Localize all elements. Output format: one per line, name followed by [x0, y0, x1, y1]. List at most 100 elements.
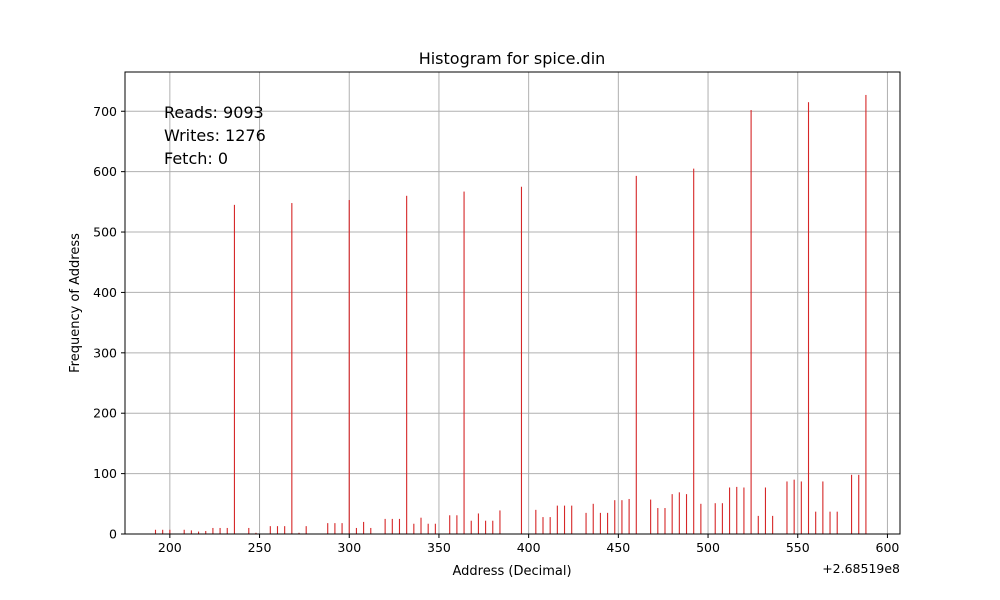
histogram-bar	[650, 499, 652, 534]
histogram-bar	[305, 526, 307, 534]
histogram-bar	[334, 523, 336, 534]
histogram-bar	[729, 487, 731, 534]
histogram-bar	[628, 498, 630, 534]
histogram-bar	[743, 487, 745, 534]
y-tick-label: 200	[93, 406, 117, 421]
histogram-bar	[205, 530, 207, 534]
histogram-bar	[793, 479, 795, 534]
histogram-bar	[456, 515, 458, 534]
histogram-bar	[520, 186, 523, 534]
histogram-bar	[664, 508, 666, 534]
histogram-bar	[463, 191, 465, 534]
histogram-bar	[829, 511, 831, 534]
y-tick-label: 400	[93, 285, 117, 300]
histogram-bar	[477, 513, 479, 534]
histogram-bar	[341, 523, 343, 534]
histogram-bar	[657, 508, 659, 534]
histogram-bar	[427, 523, 429, 534]
histogram-bar	[764, 487, 767, 534]
histogram-bar	[736, 486, 738, 534]
fetch-annotation: Fetch: 0	[164, 149, 228, 168]
writes-annotation: Writes: 1276	[164, 126, 266, 145]
histogram-bar	[327, 523, 329, 534]
histogram-bar	[499, 510, 501, 534]
histogram-bar	[621, 500, 623, 534]
histogram-bar	[556, 505, 558, 534]
histogram-bar	[420, 517, 422, 534]
histogram-bar	[772, 515, 774, 534]
histogram-bar	[291, 203, 293, 535]
x-tick-label: 200	[158, 540, 182, 555]
x-tick-label: 300	[337, 540, 361, 555]
histogram-bar	[750, 110, 752, 534]
histogram-bar	[269, 526, 271, 534]
histogram-bar	[757, 515, 759, 534]
histogram-bar	[470, 520, 472, 534]
x-tick-label: 250	[248, 540, 272, 555]
histogram-bar	[822, 481, 824, 534]
reads-annotation: Reads: 9093	[164, 103, 264, 122]
histogram-bar	[398, 518, 401, 534]
histogram-bar	[614, 500, 616, 534]
histogram-bar	[154, 529, 157, 534]
histogram-bar	[693, 168, 695, 535]
histogram-bar	[807, 102, 810, 534]
chart-title: Histogram for spice.din	[419, 49, 606, 68]
y-tick-label: 600	[93, 164, 117, 179]
histogram-bar	[162, 529, 164, 534]
histogram-bar	[276, 526, 279, 534]
histogram-bar	[542, 517, 544, 534]
histogram-bar	[678, 492, 680, 534]
histogram-bar	[563, 505, 566, 534]
histogram-bar	[815, 511, 817, 534]
histogram-bar	[406, 195, 408, 534]
histogram-bar	[485, 520, 487, 534]
histogram-bar	[226, 527, 228, 534]
bars	[154, 94, 867, 535]
histogram-bar	[592, 503, 594, 534]
histogram-bar	[384, 518, 386, 534]
x-tick-label: 600	[876, 540, 900, 555]
histogram-bar	[635, 175, 637, 534]
x-tick-label: 400	[517, 540, 541, 555]
histogram-bar	[571, 505, 573, 534]
y-tick-label: 300	[93, 345, 117, 360]
histogram-bar	[413, 523, 415, 534]
x-axis-offset-text: +2.68519e8	[822, 561, 900, 576]
histogram-bar	[169, 529, 171, 534]
histogram-bar	[248, 527, 250, 534]
x-tick-label: 500	[696, 540, 720, 555]
histogram-bar	[198, 531, 200, 534]
histogram-bar	[607, 512, 609, 534]
y-axis-label: Frequency of Address	[68, 233, 83, 373]
histogram-bar	[858, 474, 860, 534]
histogram-bar	[800, 481, 802, 534]
histogram-bar	[219, 527, 221, 534]
histogram-bar	[434, 523, 436, 534]
histogram-bar	[190, 530, 192, 534]
histogram-bar	[851, 474, 853, 534]
x-axis-label: Address (Decimal)	[452, 564, 571, 579]
axis-ticks: 200 250 300 350 400 450 500 550 600 0 100 200 300 400…	[93, 104, 899, 555]
y-tick-label: 0	[109, 527, 117, 542]
x-tick-label: 450	[606, 540, 630, 555]
histogram-bar	[700, 503, 702, 534]
y-tick-label: 700	[93, 104, 117, 119]
histogram-bar	[599, 512, 601, 534]
histogram-bar	[786, 481, 788, 534]
histogram-bar	[284, 526, 286, 534]
histogram-bar	[355, 527, 357, 534]
histogram-bar	[255, 532, 257, 534]
histogram-bar	[212, 527, 214, 534]
histogram-bar	[449, 515, 451, 534]
histogram-bar	[585, 512, 587, 534]
histogram-bar	[535, 509, 537, 534]
grid-lines	[125, 72, 900, 535]
histogram-bar	[671, 494, 673, 534]
histogram-bar	[348, 200, 350, 534]
histogram-bar	[233, 204, 235, 535]
histogram-bar	[183, 529, 185, 534]
histogram-bar	[370, 527, 372, 534]
histogram-bar	[363, 521, 365, 534]
